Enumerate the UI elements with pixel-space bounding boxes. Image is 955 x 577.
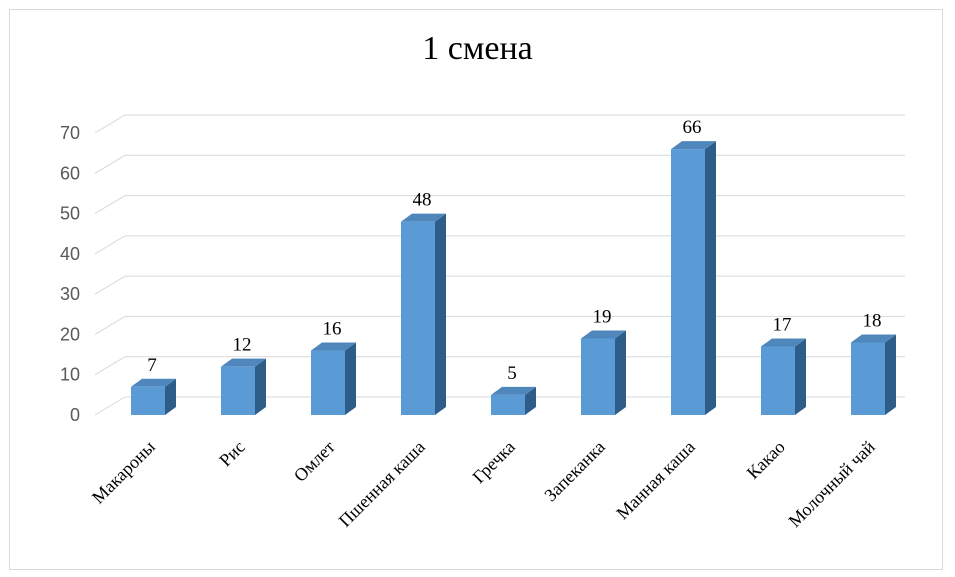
y-tick-label: 30 xyxy=(60,284,80,304)
bar-top xyxy=(491,386,536,395)
bar-front xyxy=(761,346,795,415)
data-label: 12 xyxy=(233,335,252,356)
bar-top xyxy=(761,338,806,347)
x-tick-label: Рис xyxy=(215,437,249,471)
y-tick-label: 40 xyxy=(60,244,80,264)
data-label: 19 xyxy=(593,306,612,327)
y-tick-label: 0 xyxy=(70,405,80,425)
gridline-diagonal xyxy=(94,235,126,255)
bar-top xyxy=(221,358,266,367)
bar xyxy=(851,334,896,415)
x-tick-label: Молочный чай xyxy=(784,436,879,531)
bar-side xyxy=(885,334,896,415)
bar-side xyxy=(525,386,536,415)
bar-side xyxy=(165,378,176,415)
gridline-diagonal xyxy=(94,275,126,295)
x-tick-label: Пшенная каша xyxy=(335,437,429,531)
bar-front xyxy=(581,338,615,415)
x-tick-label: Макароны xyxy=(88,437,159,508)
bar-top xyxy=(851,334,896,343)
bar-front xyxy=(491,394,525,415)
y-tick-label: 60 xyxy=(60,163,80,183)
chart-frame xyxy=(9,9,943,570)
gridline-diagonal xyxy=(94,396,126,416)
data-label: 16 xyxy=(323,319,342,340)
bar xyxy=(131,378,176,415)
x-tick-label: Какао xyxy=(743,437,789,483)
data-label: 17 xyxy=(773,315,792,336)
bar-front xyxy=(131,386,165,415)
bar-front xyxy=(311,350,345,415)
bar xyxy=(761,338,806,415)
gridline-diagonal xyxy=(94,315,126,335)
data-label: 5 xyxy=(507,363,517,384)
data-label: 7 xyxy=(147,355,157,376)
gridline-diagonal xyxy=(94,195,126,215)
gridline-diagonal xyxy=(94,154,126,174)
bar-front xyxy=(221,366,255,415)
bar-top xyxy=(311,342,356,351)
bar-side xyxy=(345,342,356,415)
bar xyxy=(311,342,356,415)
bar-top xyxy=(671,141,716,150)
gridline-diagonal xyxy=(94,114,126,134)
x-tick-label: Манная каша xyxy=(612,437,699,524)
bar-side xyxy=(255,358,266,415)
chart-title: 1 смена xyxy=(422,30,533,67)
bar-front xyxy=(401,221,435,415)
y-tick-label: 70 xyxy=(60,123,80,143)
gridline-diagonal xyxy=(94,356,126,376)
y-tick-label: 50 xyxy=(60,204,80,224)
y-axis-ticks: 0 10 20 30 40 50 60 70 xyxy=(60,123,80,425)
bar-top xyxy=(401,213,446,222)
x-tick-label: Гречка xyxy=(468,437,518,487)
x-tick-label: Запеканка xyxy=(540,437,609,506)
bar xyxy=(221,358,266,415)
bar-side xyxy=(795,338,806,415)
bar-top xyxy=(131,378,176,387)
bar-front xyxy=(851,342,885,415)
x-tick-label: Омлет xyxy=(290,437,339,486)
bar xyxy=(491,386,536,415)
data-labels: 7 12 16 48 5 19 66 17 18 xyxy=(147,117,881,384)
bar-top xyxy=(581,330,626,339)
y-tick-label: 10 xyxy=(60,365,80,385)
data-label: 18 xyxy=(863,310,882,331)
bar xyxy=(581,330,626,415)
bar-side xyxy=(705,141,716,415)
bars xyxy=(131,141,896,415)
y-tick-label: 20 xyxy=(60,324,80,344)
data-label: 66 xyxy=(683,117,702,138)
bar xyxy=(671,141,716,415)
bar xyxy=(401,213,446,415)
bar-front xyxy=(671,149,705,415)
data-label: 48 xyxy=(413,190,432,211)
bar-side xyxy=(435,213,446,415)
bar-side xyxy=(615,330,626,415)
